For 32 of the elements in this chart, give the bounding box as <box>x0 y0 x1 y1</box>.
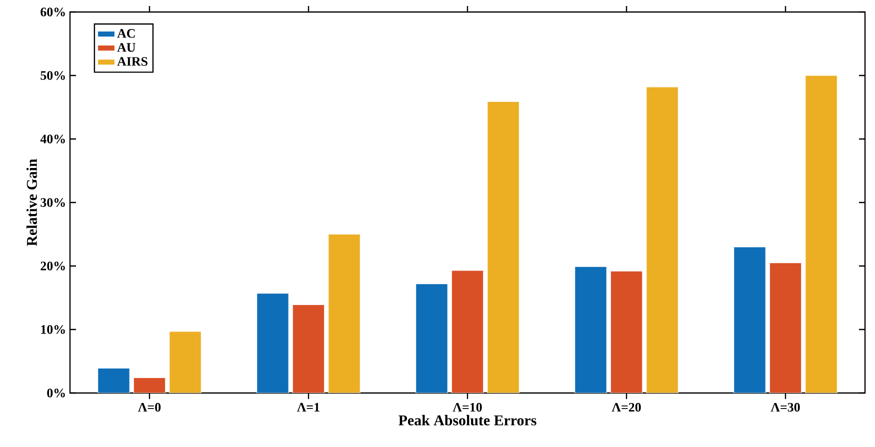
bar <box>805 75 838 393</box>
y-tick-label: 30% <box>40 198 65 207</box>
bar <box>133 377 166 393</box>
y-tick-label: 50% <box>40 71 65 80</box>
x-axis-title: Peak Absolute Errors <box>398 414 536 426</box>
bar <box>734 246 766 393</box>
bar <box>610 270 643 393</box>
x-tick-label: Λ=1 <box>297 402 320 412</box>
bar <box>328 234 360 393</box>
y-tick-label: 0% <box>47 388 65 398</box>
bar <box>487 101 520 393</box>
y-tick-label: 10% <box>41 325 65 334</box>
y-tick-label: 20% <box>40 262 65 270</box>
bar <box>292 304 325 393</box>
legend-label: AC <box>117 29 135 38</box>
bar <box>256 293 289 393</box>
bar <box>574 266 607 393</box>
legend-label: AU <box>117 43 136 52</box>
y-tick-label: 40% <box>40 134 65 144</box>
y-axis-title: Relative Gain <box>26 158 37 246</box>
bar <box>98 368 130 393</box>
bar <box>646 86 678 393</box>
x-tick-label: Λ=30 <box>770 402 800 412</box>
bar <box>451 270 484 393</box>
x-tick-label: Λ=10 <box>452 402 482 412</box>
x-tick-label: Λ=20 <box>612 402 641 412</box>
bar <box>769 262 802 393</box>
legend-label: AIRS <box>117 57 148 66</box>
x-tick-label: Λ=0 <box>138 402 161 412</box>
bar <box>416 283 448 393</box>
y-tick-label: 60% <box>40 8 65 16</box>
bar <box>169 331 202 393</box>
